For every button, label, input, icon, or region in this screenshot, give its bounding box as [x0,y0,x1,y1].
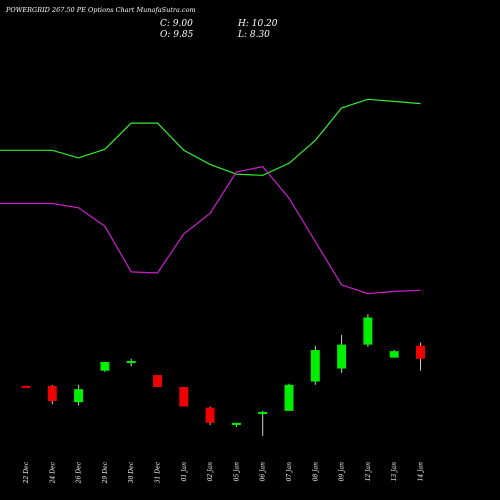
bands-layer [0,98,421,295]
x-tick-label: 01 Jan [181,462,188,482]
candle-body [284,384,294,411]
lower-band-line [0,165,421,295]
candle-body [258,411,268,415]
x-tick-label: 02 Jan [207,462,214,482]
candle-15 [389,350,399,358]
x-tick-label: 06 Jan [260,462,267,482]
candle-body [179,386,189,407]
candle-5 [126,358,136,367]
x-tick-label: 30 Dec [128,461,135,483]
candles-layer [21,314,425,436]
candle-2 [47,384,57,405]
x-tick-label: 05 Jan [233,462,240,482]
candle-body [100,362,110,371]
candle-body [153,375,162,387]
low-value: L: 8.30 [237,30,270,40]
x-tick-label: 12 Jan [365,462,372,482]
candle-body [21,385,31,388]
candle-3 [74,384,84,406]
candle-1 [21,385,31,388]
candle-4 [100,362,110,372]
x-tick-label: 22 Dec [23,461,30,484]
candle-14 [363,314,373,347]
candle-6 [153,375,162,387]
candle-body [74,389,84,403]
candle-9 [231,422,241,428]
candle-body [205,407,215,423]
candle-body [416,345,425,359]
close-value: C: 9.00 [160,19,193,29]
x-tick-label: 14 Jan [418,462,425,482]
candle-10 [258,410,268,436]
x-tick-label: 24 Dec [49,461,56,484]
x-axis-ticks: 22 Dec 24 Dec 26 Dec 29 Dec 30 Dec 31 Dec 01 J… [23,461,425,484]
candle-body [389,351,399,358]
x-tick-label: 31 Dec [155,461,162,483]
candle-body [310,350,320,382]
x-tick-label: 26 Dec [76,461,83,484]
candle-7 [179,386,189,407]
candle-body [337,344,347,369]
candle-12 [310,345,320,385]
high-value: H: 10.20 [237,19,278,29]
x-tick-label: 07 Jan [286,462,293,482]
upper-band-line [0,98,421,176]
x-tick-label: 13 Jan [391,462,398,482]
x-tick-label: 29 Dec [102,461,109,484]
x-tick-label: 09 Jan [339,462,346,482]
candle-body [47,385,57,402]
open-value: O: 9.85 [160,30,194,40]
x-tick-label: 08 Jan [312,462,319,482]
candle-16 [416,342,425,371]
candle-body [363,317,373,345]
chart-title: POWERGRID 267.50 PE Options Chart Munafa… [5,6,196,14]
candle-body [126,360,136,364]
candle-11 [284,383,294,411]
candle-body [231,422,241,425]
candle-13 [337,334,347,373]
candle-8 [205,406,215,425]
